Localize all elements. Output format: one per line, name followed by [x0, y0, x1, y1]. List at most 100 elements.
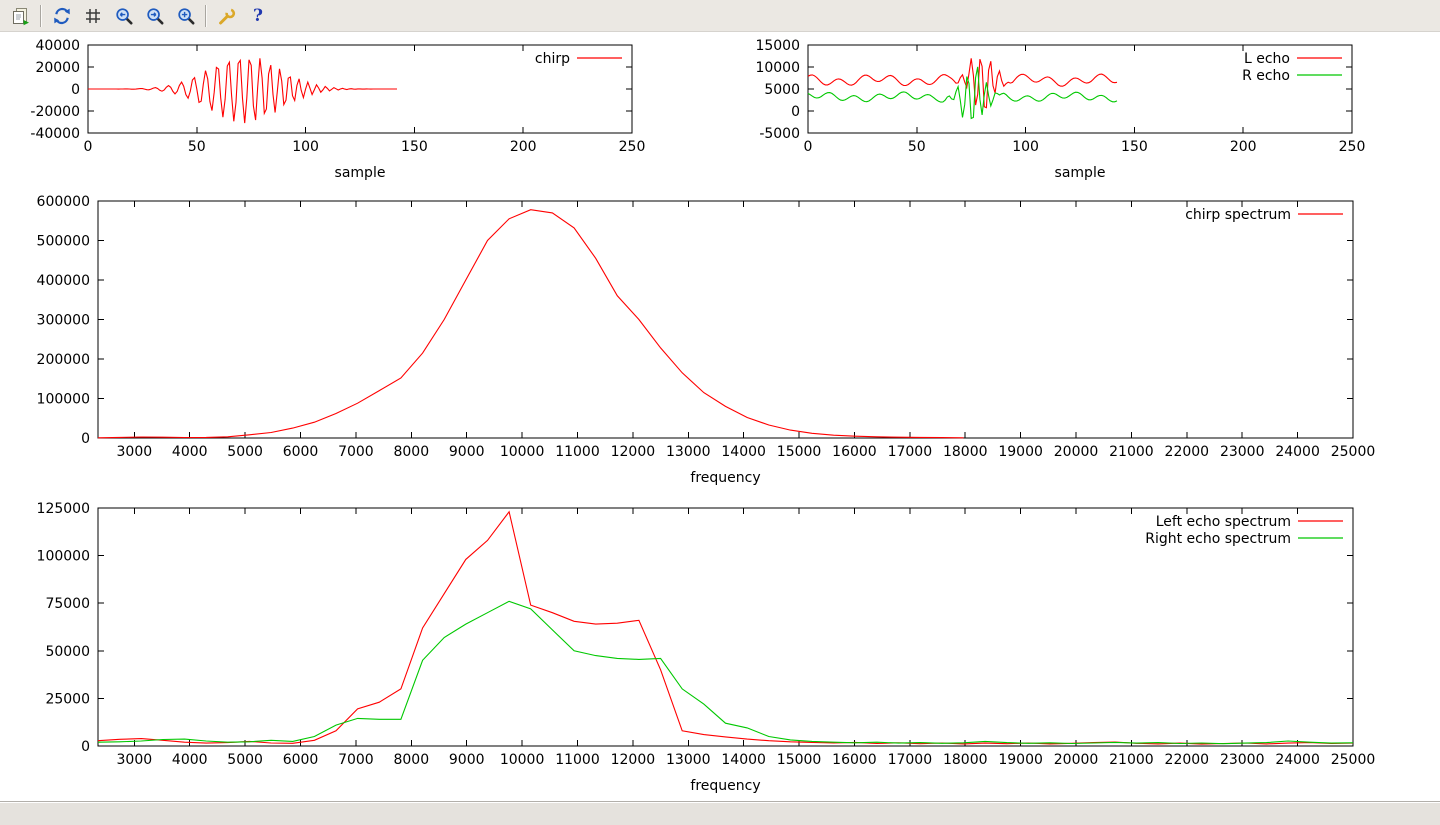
svg-text:75000: 75000 — [45, 596, 90, 612]
svg-text:Left echo spectrum: Left echo spectrum — [1156, 514, 1291, 530]
wrench-icon — [218, 7, 235, 24]
svg-text:13000: 13000 — [666, 752, 711, 768]
svg-text:200: 200 — [510, 139, 537, 155]
svg-text:0: 0 — [81, 431, 90, 447]
toolbar-separator — [205, 4, 207, 27]
svg-text:12000: 12000 — [611, 752, 656, 768]
chart-chirp-spectrum[interactable]: 3000 4000 5000 6000 7000 8000 9000 10000 11000 12… — [0, 188, 1440, 510]
svg-text:sample: sample — [335, 165, 386, 181]
svg-text:125000: 125000 — [37, 501, 90, 517]
svg-text:R echo: R echo — [1242, 68, 1290, 84]
svg-text:Right echo spectrum: Right echo spectrum — [1145, 531, 1291, 547]
svg-text:7000: 7000 — [338, 752, 374, 768]
chart-chirp-waveform[interactable]: 0 50 100 150 200 250 -40000 -20000 0 20000 40000 sa… — [0, 32, 700, 192]
toolbar: ? — [0, 0, 1440, 32]
svg-text:400000: 400000 — [37, 273, 90, 289]
svg-text:L echo: L echo — [1244, 51, 1290, 67]
svg-text:14000: 14000 — [721, 752, 766, 768]
svg-text:16000: 16000 — [832, 444, 877, 460]
svg-text:200: 200 — [1230, 139, 1257, 155]
svg-text:50: 50 — [908, 139, 926, 155]
question-mark-icon: ? — [253, 6, 263, 26]
svg-text:600000: 600000 — [37, 194, 90, 210]
svg-text:9000: 9000 — [449, 752, 485, 768]
magnifier-right-icon — [146, 7, 164, 25]
svg-text:-20000: -20000 — [30, 104, 80, 120]
svg-text:frequency: frequency — [690, 778, 760, 794]
svg-text:5000: 5000 — [764, 82, 800, 98]
clipboard-icon — [12, 7, 29, 25]
svg-text:5000: 5000 — [227, 444, 263, 460]
svg-text:-40000: -40000 — [30, 126, 80, 142]
svg-text:17000: 17000 — [888, 752, 933, 768]
svg-text:300000: 300000 — [37, 313, 90, 329]
svg-text:21000: 21000 — [1109, 444, 1154, 460]
svg-text:16000: 16000 — [832, 752, 877, 768]
svg-text:?: ? — [253, 6, 263, 26]
svg-text:10000: 10000 — [500, 752, 545, 768]
svg-text:100000: 100000 — [37, 549, 90, 565]
svg-text:23000: 23000 — [1220, 444, 1265, 460]
svg-text:200000: 200000 — [37, 352, 90, 368]
autoscale-button[interactable] — [171, 1, 200, 30]
svg-text:0: 0 — [791, 104, 800, 120]
svg-text:250: 250 — [619, 139, 646, 155]
chart-echo-spectra[interactable]: 3000 4000 5000 6000 7000 8000 9000 10000 11000 12… — [0, 495, 1440, 801]
svg-text:5000: 5000 — [227, 752, 263, 768]
svg-text:4000: 4000 — [172, 752, 208, 768]
svg-text:9000: 9000 — [449, 444, 485, 460]
svg-text:22000: 22000 — [1165, 444, 1210, 460]
svg-text:21000: 21000 — [1109, 752, 1154, 768]
svg-text:250: 250 — [1339, 139, 1366, 155]
svg-text:4000: 4000 — [172, 444, 208, 460]
svg-text:100: 100 — [292, 139, 319, 155]
toggle-grid-button[interactable] — [78, 1, 107, 30]
svg-text:11000: 11000 — [555, 752, 600, 768]
chart-echo-waveforms[interactable]: 0 50 100 150 200 250-5000050001000015000sampl… — [720, 32, 1440, 192]
magnifier-left-icon — [115, 7, 133, 25]
svg-text:25000: 25000 — [1331, 444, 1376, 460]
svg-text:chirp spectrum: chirp spectrum — [1185, 207, 1291, 223]
svg-text:0: 0 — [81, 739, 90, 755]
copy-to-clipboard-button[interactable] — [6, 1, 35, 30]
svg-text:6000: 6000 — [283, 444, 319, 460]
svg-text:18000: 18000 — [943, 752, 988, 768]
svg-text:100: 100 — [1012, 139, 1039, 155]
svg-text:13000: 13000 — [666, 444, 711, 460]
svg-text:18000: 18000 — [943, 444, 988, 460]
svg-text:150: 150 — [1121, 139, 1148, 155]
svg-text:6000: 6000 — [283, 752, 319, 768]
svg-text:10000: 10000 — [755, 60, 800, 76]
svg-text:frequency: frequency — [690, 470, 760, 486]
svg-text:10000: 10000 — [500, 444, 545, 460]
svg-text:20000: 20000 — [1054, 444, 1099, 460]
svg-text:24000: 24000 — [1275, 752, 1320, 768]
toolbar-separator — [40, 4, 42, 27]
svg-text:-5000: -5000 — [759, 126, 800, 142]
help-button[interactable]: ? — [243, 1, 272, 30]
svg-text:15000: 15000 — [777, 444, 822, 460]
svg-text:7000: 7000 — [338, 444, 374, 460]
svg-text:19000: 19000 — [998, 444, 1043, 460]
replot-button[interactable] — [47, 1, 76, 30]
svg-text:11000: 11000 — [555, 444, 600, 460]
svg-text:25000: 25000 — [1331, 752, 1376, 768]
svg-text:0: 0 — [84, 139, 93, 155]
svg-text:14000: 14000 — [721, 444, 766, 460]
configure-button[interactable] — [212, 1, 241, 30]
zoom-previous-button[interactable] — [109, 1, 138, 30]
svg-text:25000: 25000 — [45, 691, 90, 707]
svg-text:50: 50 — [188, 139, 206, 155]
svg-text:12000: 12000 — [611, 444, 656, 460]
svg-text:23000: 23000 — [1220, 752, 1265, 768]
svg-text:19000: 19000 — [998, 752, 1043, 768]
svg-text:50000: 50000 — [45, 644, 90, 660]
svg-text:3000: 3000 — [117, 752, 153, 768]
svg-text:8000: 8000 — [393, 444, 429, 460]
svg-text:sample: sample — [1055, 165, 1106, 181]
zoom-next-button[interactable] — [140, 1, 169, 30]
svg-text:chirp: chirp — [535, 51, 570, 67]
refresh-arrows-icon — [53, 7, 70, 24]
svg-text:24000: 24000 — [1275, 444, 1320, 460]
svg-text:15000: 15000 — [777, 752, 822, 768]
